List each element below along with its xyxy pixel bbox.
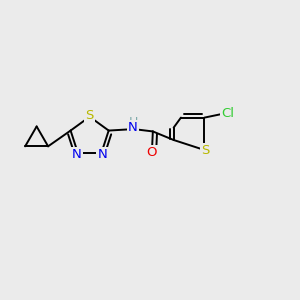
Text: O: O: [147, 146, 157, 159]
Text: S: S: [201, 144, 209, 158]
Text: Cl: Cl: [221, 107, 235, 120]
Text: N: N: [98, 148, 107, 161]
Text: N: N: [128, 121, 138, 134]
Text: S: S: [85, 109, 94, 122]
Text: N: N: [72, 148, 82, 161]
Text: H: H: [129, 116, 138, 128]
